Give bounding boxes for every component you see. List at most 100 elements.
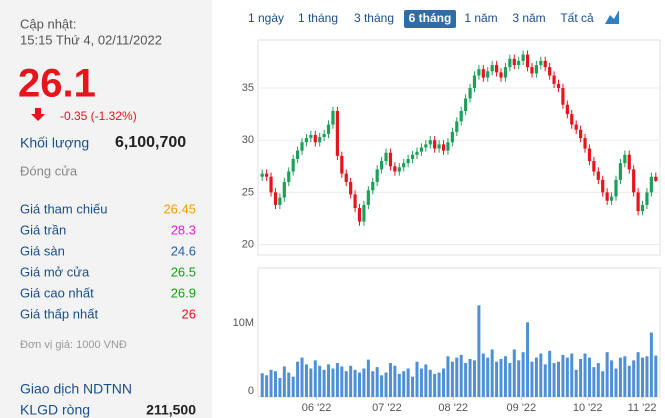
y-tick-label: 25 [242,186,254,198]
volume-bar [419,368,423,397]
volume-bar [450,361,454,397]
tab[interactable]: 1 ngày [248,11,284,25]
candle-body [441,144,446,151]
candle-body [530,67,534,74]
candle-body [477,69,481,76]
candle-body [561,88,565,105]
candle-body [459,110,463,122]
candle-body [468,88,472,99]
volume-bar [490,349,494,397]
icon-shape[interactable] [605,10,619,24]
candle-body [388,152,393,167]
volume-bar [309,368,313,397]
volume-bar [265,375,269,397]
candle-body [265,173,269,177]
volume-bar [442,368,446,397]
tab[interactable]: Tất cả [560,11,594,25]
candle-body [384,152,388,162]
volume-bar [287,372,291,397]
volume-bar [610,360,614,397]
volume-bar [402,371,406,397]
volume-bar [596,363,600,397]
volume-bar [587,357,591,397]
status: Đóng cửa [20,163,78,178]
candle-body [304,138,309,143]
volume-bar [579,358,583,397]
volume-bar [406,368,410,397]
tab[interactable]: 1 tháng [298,11,338,25]
candle-body [636,192,640,212]
volume-bar [340,366,344,397]
volume-bar [468,358,472,397]
candle-body [472,75,477,89]
candle-body [632,169,636,193]
stat-label: Giá thấp nhất [20,306,98,321]
candle-body [579,129,583,139]
candle-body [574,124,578,130]
volume-bar [304,364,308,397]
volume-bar [318,365,322,397]
volume-bar [464,363,468,397]
volume-bar [627,365,631,397]
stat-label: Giá sàn [20,243,65,258]
candle-body [287,171,291,182]
volume-label: Khối lượng [20,135,89,151]
candle-body [490,65,494,72]
candle-body [592,161,596,172]
volume-bar [618,357,622,397]
volume-bar [605,352,609,397]
volume-bar [296,361,300,397]
volume-bar [291,376,295,397]
tab-active-bg[interactable] [404,10,456,28]
stat-value: 26 [182,306,196,321]
volume-bar [557,361,560,397]
price-panel [257,39,661,256]
candle-body [521,54,525,61]
candle-body [556,83,561,89]
volume-bar [601,371,605,397]
chart-type-icon[interactable] [604,9,620,25]
volume-bar [313,360,317,397]
tab[interactable]: 3 năm [512,11,545,25]
tab[interactable]: 6 tháng [409,11,452,25]
volume-panel [257,267,661,398]
volume-bar [358,372,361,397]
candle-body [455,121,459,132]
candle-body [552,75,556,84]
tab[interactable]: 1 năm [464,11,497,25]
candle-body [406,158,410,164]
candle-body [424,144,428,148]
candle-body [322,133,326,138]
volume-bar [503,356,507,397]
volume-bar [384,372,388,397]
tab[interactable]: 3 tháng [354,11,394,25]
candle-body [375,169,379,182]
volume-bar [362,368,366,397]
candle-body [614,179,618,197]
volume-bar [632,360,636,397]
volume-bar [366,359,370,397]
volume-bar [477,305,481,397]
candle-body [508,58,512,68]
candle-body [349,181,353,195]
candle-body [596,171,600,180]
candle-body [499,72,503,78]
volume-bar [548,350,552,397]
candle-body [357,208,362,222]
stat-value: 26.45 [163,201,196,216]
candle-body [344,173,348,182]
candle-body [548,67,552,76]
volume-bar [388,363,392,397]
y-tick-label: 20 [242,238,254,250]
candle-body [503,67,508,78]
candle-body [318,137,322,143]
candle-body [335,110,339,156]
volume-bar [428,369,432,397]
candle-body [618,163,623,180]
candle-body [464,98,468,111]
candle-body [331,110,335,125]
candle-body [494,65,499,73]
stat-label: Giá tham chiếu [20,201,107,216]
volume-bar [472,360,476,397]
